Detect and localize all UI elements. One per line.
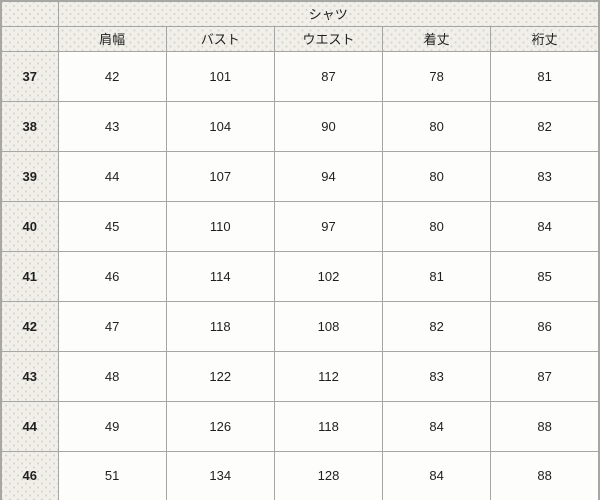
table-cell: 114 — [165, 250, 275, 302]
table-cell: 102 — [273, 250, 384, 302]
table-title: シャツ — [57, 0, 600, 27]
table-cell: 48 — [57, 350, 167, 402]
table-cell: 49 — [57, 400, 167, 452]
table-cell: 46 — [57, 250, 167, 302]
column-header-row: 肩幅 バスト ウエスト 着丈 裄丈 — [0, 25, 600, 52]
column-header-body-length: 着丈 — [382, 25, 492, 52]
table-cell: 51 — [57, 450, 167, 500]
column-header-bust: バスト — [165, 25, 275, 52]
title-row: シャツ — [0, 0, 600, 27]
table-cell: 112 — [273, 350, 384, 402]
table-cell: 84 — [382, 450, 492, 500]
size-row-header: 42 — [0, 300, 59, 352]
table-cell: 47 — [57, 300, 167, 352]
table-cell: 80 — [382, 200, 492, 252]
table-cell: 86 — [490, 300, 600, 352]
corner-cell-2 — [0, 25, 59, 52]
table-row-size-37: 37 42 101 87 78 81 — [0, 50, 600, 102]
table-cell: 87 — [490, 350, 600, 402]
table-cell: 81 — [490, 50, 600, 102]
table-cell: 118 — [165, 300, 275, 352]
table-cell: 122 — [165, 350, 275, 402]
column-header-sleeve-length: 裄丈 — [490, 25, 600, 52]
table-row-size-46: 46 51 134 128 84 88 — [0, 450, 600, 500]
table-row-size-44: 44 49 126 118 84 88 — [0, 400, 600, 452]
table-row-size-42: 42 47 118 108 82 86 — [0, 300, 600, 352]
table-cell: 134 — [165, 450, 275, 500]
table-cell: 101 — [165, 50, 275, 102]
table-cell: 118 — [273, 400, 384, 452]
size-row-header: 37 — [0, 50, 59, 102]
table-cell: 45 — [57, 200, 167, 252]
table-cell: 42 — [57, 50, 167, 102]
table-row-size-43: 43 48 122 112 83 87 — [0, 350, 600, 402]
size-row-header: 46 — [0, 450, 59, 500]
table-cell: 78 — [382, 50, 492, 102]
table-cell: 83 — [382, 350, 492, 402]
table-cell: 85 — [490, 250, 600, 302]
corner-cell — [0, 0, 59, 27]
table-cell: 84 — [382, 400, 492, 452]
table-cell: 80 — [382, 150, 492, 202]
table-cell: 90 — [273, 100, 384, 152]
size-row-header: 40 — [0, 200, 59, 252]
table-cell: 128 — [273, 450, 384, 500]
size-row-header: 39 — [0, 150, 59, 202]
table-cell: 84 — [490, 200, 600, 252]
table-cell: 82 — [490, 100, 600, 152]
table-cell: 81 — [382, 250, 492, 302]
size-row-header: 38 — [0, 100, 59, 152]
table-cell: 83 — [490, 150, 600, 202]
table-cell: 88 — [490, 450, 600, 500]
table-row-size-41: 41 46 114 102 81 85 — [0, 250, 600, 302]
table-cell: 87 — [273, 50, 384, 102]
table-cell: 108 — [273, 300, 384, 352]
table-cell: 110 — [165, 200, 275, 252]
table-cell: 104 — [165, 100, 275, 152]
size-row-header: 44 — [0, 400, 59, 452]
table-cell: 82 — [382, 300, 492, 352]
table-cell: 43 — [57, 100, 167, 152]
table-cell: 80 — [382, 100, 492, 152]
table-row-size-40: 40 45 110 97 80 84 — [0, 200, 600, 252]
table-cell: 97 — [273, 200, 384, 252]
table-cell: 94 — [273, 150, 384, 202]
table-cell: 88 — [490, 400, 600, 452]
table-cell: 44 — [57, 150, 167, 202]
table-cell: 126 — [165, 400, 275, 452]
column-header-waist: ウエスト — [273, 25, 384, 52]
size-row-header: 43 — [0, 350, 59, 402]
table-cell: 107 — [165, 150, 275, 202]
size-row-header: 41 — [0, 250, 59, 302]
column-header-shoulder-width: 肩幅 — [57, 25, 167, 52]
table-row-size-39: 39 44 107 94 80 83 — [0, 150, 600, 202]
table-row-size-38: 38 43 104 90 80 82 — [0, 100, 600, 152]
